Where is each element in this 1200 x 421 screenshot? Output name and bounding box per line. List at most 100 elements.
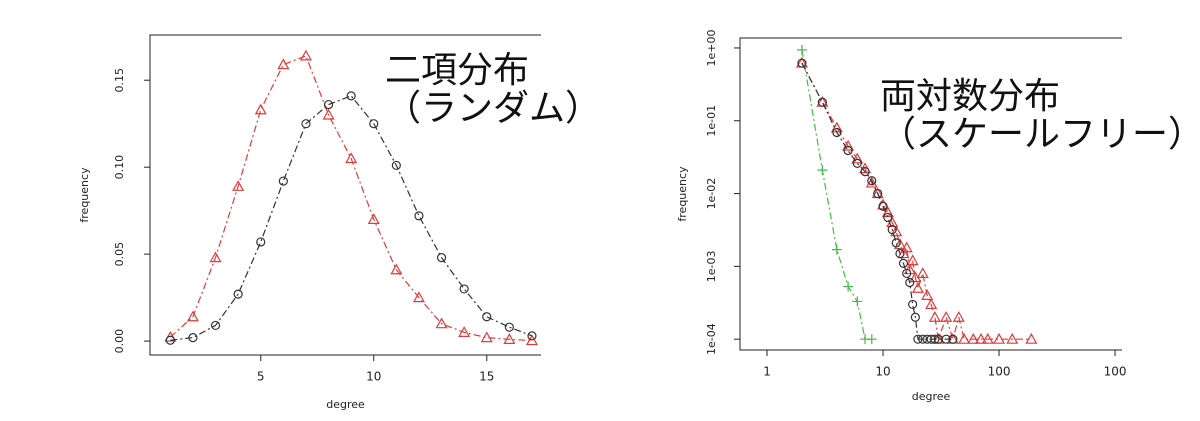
marker: [209, 251, 222, 263]
x-axis-label: degree: [912, 390, 951, 403]
y-tick-label: 1e-03: [705, 250, 718, 282]
marker: [921, 289, 934, 300]
marker: [860, 167, 870, 177]
x-axis-label: degree: [326, 398, 365, 411]
marker: [459, 284, 469, 294]
y-tick-label: 0.15: [113, 68, 126, 93]
marker: [186, 310, 199, 322]
marker: [503, 333, 516, 344]
marker: [906, 254, 919, 266]
marker: [873, 188, 883, 199]
marker: [926, 334, 936, 344]
series-line: [170, 95, 533, 341]
marker: [981, 332, 994, 344]
marker: [948, 334, 958, 344]
marker: [975, 332, 988, 344]
marker: [867, 176, 877, 186]
marker: [482, 312, 492, 322]
marker: [414, 211, 424, 221]
marker: [905, 277, 915, 288]
marker: [345, 152, 358, 164]
marker: [165, 335, 175, 345]
marker: [817, 97, 827, 107]
marker: [277, 58, 290, 70]
y-tick-label: 1e-04: [705, 323, 718, 355]
marker: [232, 180, 245, 191]
marker: [852, 296, 863, 307]
x-tick-label: 1: [763, 365, 771, 379]
axis-frame: [149, 34, 541, 356]
marker: [913, 334, 923, 344]
marker: [1025, 332, 1038, 344]
marker: [458, 326, 471, 337]
marker: [210, 320, 221, 331]
series-line: [169, 55, 532, 342]
marker: [346, 91, 356, 101]
marker: [322, 108, 335, 120]
y-tick-label: 1e-02: [705, 178, 718, 210]
marker: [967, 332, 980, 344]
marker: [256, 237, 266, 247]
marker: [958, 332, 971, 344]
marker: [390, 263, 403, 275]
marker: [188, 333, 198, 343]
marker: [299, 49, 312, 61]
x-tick-label: 100: [988, 365, 1011, 379]
x-tick-label: 15: [479, 370, 494, 384]
marker: [323, 99, 334, 110]
marker: [851, 152, 864, 164]
y-tick-label: 0.00: [113, 329, 126, 354]
marker: [391, 160, 401, 171]
marker: [993, 332, 1006, 344]
marker: [883, 212, 893, 223]
x-tick-label: 10: [875, 365, 890, 379]
marker: [916, 267, 929, 279]
marker: [908, 299, 918, 310]
marker: [436, 253, 447, 263]
marker: [930, 334, 940, 344]
y-axis-label: frequency: [78, 167, 91, 223]
marker: [940, 311, 953, 322]
y-tick-label: 1e+00: [705, 29, 718, 66]
annotation: （スケールフリー）: [880, 114, 1200, 155]
marker: [866, 334, 877, 345]
marker: [233, 289, 243, 299]
marker: [797, 58, 807, 68]
marker: [480, 331, 493, 343]
marker: [1006, 332, 1019, 344]
marker: [925, 298, 938, 310]
marker: [412, 291, 425, 303]
marker: [278, 176, 288, 186]
marker: [878, 201, 888, 211]
x-tick-label: 100: [1104, 365, 1127, 379]
marker: [525, 334, 538, 346]
marker: [367, 213, 380, 224]
marker: [897, 247, 910, 259]
x-tick-label: 5: [257, 370, 265, 384]
marker: [887, 224, 897, 235]
marker: [902, 268, 912, 279]
y-tick-label: 1e-01: [705, 105, 718, 137]
marker: [796, 44, 807, 55]
annotation: （ランダム）: [385, 88, 601, 129]
y-axis-label: frequency: [676, 166, 689, 222]
marker: [898, 258, 909, 268]
marker: [928, 311, 941, 322]
marker: [817, 165, 828, 176]
marker: [891, 238, 901, 248]
marker: [911, 282, 924, 293]
series-line: [801, 49, 872, 340]
marker: [843, 145, 853, 156]
y-tick-label: 0.05: [113, 242, 126, 267]
marker: [941, 334, 951, 344]
marker: [852, 158, 862, 168]
y-tick-label: 0.10: [113, 155, 126, 180]
marker: [893, 238, 906, 250]
marker: [900, 241, 913, 253]
marker: [843, 281, 854, 292]
marker: [865, 176, 878, 188]
marker: [527, 331, 537, 341]
annotation: 両対数分布: [880, 76, 1060, 117]
